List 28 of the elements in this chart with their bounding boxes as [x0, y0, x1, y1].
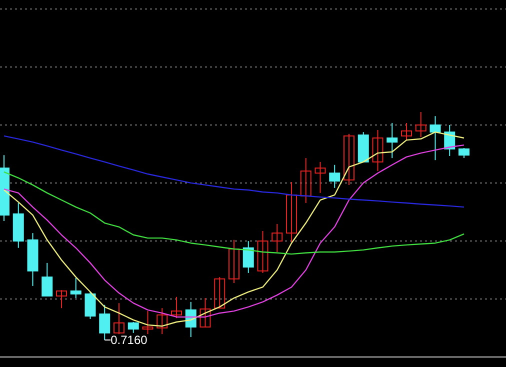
candlestick	[114, 302, 124, 335]
candlestick	[257, 230, 268, 274]
candlestick	[314, 161, 326, 194]
candlestick	[42, 262, 53, 296]
candlestick	[386, 122, 398, 159]
candlestick	[344, 133, 354, 186]
candlestick	[142, 310, 154, 335]
candlestick	[415, 112, 426, 138]
candlestick	[228, 239, 240, 284]
candlestick	[286, 181, 297, 242]
candlestick	[84, 291, 96, 320]
candlestick	[70, 277, 82, 299]
candlestick	[329, 164, 340, 188]
candlestick	[300, 158, 312, 204]
candlestick	[128, 321, 139, 334]
candlestick	[430, 116, 441, 161]
candlestick	[401, 122, 412, 141]
candlestick	[99, 304, 110, 340]
annotation: 0.7160	[110, 333, 148, 347]
candlestick	[200, 298, 211, 328]
candlestick	[56, 290, 67, 309]
candlestick	[372, 130, 384, 172]
candlestick	[171, 296, 182, 319]
candlestick	[214, 276, 226, 309]
candlestick	[458, 148, 470, 159]
candlestick	[242, 240, 254, 274]
candlestick	[156, 308, 168, 335]
candlestick	[272, 223, 283, 252]
